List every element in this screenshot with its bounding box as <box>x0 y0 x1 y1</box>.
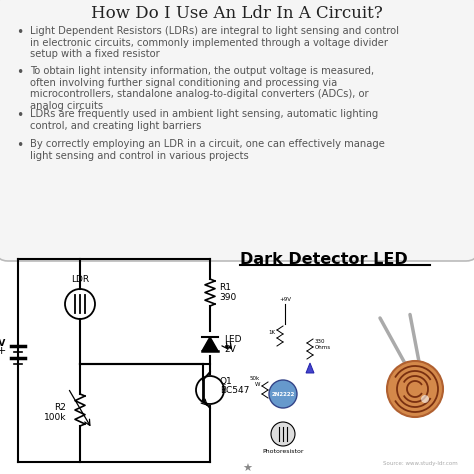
Circle shape <box>387 361 443 417</box>
Text: 2V: 2V <box>224 345 236 354</box>
Circle shape <box>269 380 297 408</box>
Text: +: + <box>0 346 6 356</box>
Text: setup with a fixed resistor: setup with a fixed resistor <box>30 49 160 59</box>
Bar <box>0 244 474 474</box>
Text: ★: ★ <box>242 464 252 474</box>
Text: +9V: +9V <box>279 297 291 302</box>
Text: 9V: 9V <box>0 339 6 348</box>
Text: •: • <box>16 66 23 79</box>
Text: LDRs are frequently used in ambient light sensing, automatic lighting: LDRs are frequently used in ambient ligh… <box>30 109 378 119</box>
Text: •: • <box>16 139 23 152</box>
Text: To obtain light intensity information, the output voltage is measured,: To obtain light intensity information, t… <box>30 66 374 76</box>
Text: in electronic circuits, commonly implemented through a voltage divider: in electronic circuits, commonly impleme… <box>30 37 388 47</box>
Text: 50k
W: 50k W <box>250 376 260 387</box>
Polygon shape <box>306 363 314 373</box>
Text: often involving further signal conditioning and processing via: often involving further signal condition… <box>30 78 337 88</box>
Text: Source: www.study-ldr.com: Source: www.study-ldr.com <box>383 461 457 466</box>
Text: •: • <box>16 26 23 39</box>
Text: R2: R2 <box>54 403 66 412</box>
Circle shape <box>421 395 429 403</box>
Text: Light Dependent Resistors (LDRs) are integral to light sensing and control: Light Dependent Resistors (LDRs) are int… <box>30 26 399 36</box>
Text: Photoresistor: Photoresistor <box>262 449 304 454</box>
Text: R1: R1 <box>219 283 231 292</box>
Text: microcontrollers, standalone analog-to-digital converters (ADCs), or: microcontrollers, standalone analog-to-d… <box>30 89 369 99</box>
Text: LED: LED <box>224 335 241 344</box>
Polygon shape <box>202 337 218 351</box>
Circle shape <box>271 422 295 446</box>
Text: light sensing and control in various projects: light sensing and control in various pro… <box>30 151 249 161</box>
Text: 390: 390 <box>219 293 236 302</box>
Text: How Do I Use An Ldr In A Circuit?: How Do I Use An Ldr In A Circuit? <box>91 5 383 22</box>
Text: BC547: BC547 <box>220 386 249 395</box>
Text: 100k: 100k <box>44 412 66 421</box>
Text: 330
Ohms: 330 Ohms <box>315 339 331 350</box>
Text: control, and creating light barriers: control, and creating light barriers <box>30 120 201 130</box>
Text: 2N2222: 2N2222 <box>271 392 295 396</box>
FancyBboxPatch shape <box>0 0 474 261</box>
Text: Dark Detector LED: Dark Detector LED <box>240 252 408 267</box>
Text: By correctly employing an LDR in a circuit, one can effectively manage: By correctly employing an LDR in a circu… <box>30 139 385 149</box>
Text: LDR: LDR <box>71 275 89 284</box>
Text: Q1: Q1 <box>220 377 233 386</box>
Text: analog circuits: analog circuits <box>30 100 103 110</box>
Text: 1K: 1K <box>268 330 275 335</box>
Text: •: • <box>16 109 23 122</box>
